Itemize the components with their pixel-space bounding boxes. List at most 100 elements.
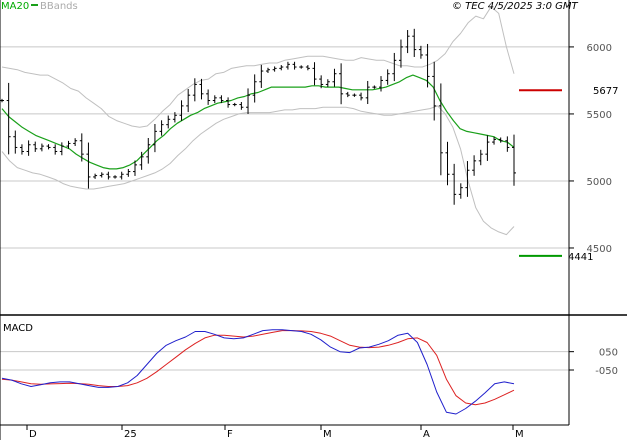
price-bar: [512, 134, 516, 186]
bbands-lower-line: [1, 105, 515, 236]
x-tick-label: 25: [124, 429, 137, 440]
y-tick-label: 4500: [587, 244, 612, 255]
price-bar: [492, 136, 497, 145]
price-bar: [152, 123, 157, 153]
price-bar: [505, 136, 510, 152]
price-bar: [206, 89, 211, 105]
price-bar: [13, 130, 18, 154]
price-bar: [6, 82, 11, 155]
resistance-label: 5677: [593, 86, 618, 97]
price-panel: [0, 6, 516, 236]
price-bar: [53, 144, 58, 155]
price-bar: [19, 144, 24, 155]
price-bar: [345, 91, 350, 98]
price-bar: [99, 172, 104, 178]
price-bar: [332, 68, 337, 87]
y-tick-label: 6000: [587, 43, 612, 54]
price-bar: [418, 45, 423, 59]
macd-y-axis: 050 -050: [569, 348, 618, 377]
macd-panel: [1, 329, 515, 415]
price-bar: [445, 141, 450, 186]
price-bar: [232, 102, 237, 107]
price-bar: [385, 69, 390, 85]
price-bar: [478, 149, 483, 166]
price-bar: [86, 142, 91, 189]
price-bar: [139, 151, 144, 170]
price-bar: [292, 61, 297, 70]
price-bar: [172, 112, 177, 123]
macd-tick-label: -050: [595, 366, 618, 377]
price-bar: [392, 52, 397, 82]
price-bar: [398, 39, 403, 68]
price-bar: [93, 173, 98, 179]
bbands-legend: BBands: [40, 1, 78, 12]
price-bar: [252, 74, 257, 103]
price-bar: [73, 138, 78, 146]
price-bar: [179, 100, 184, 121]
ma20-legend: MA20: [1, 1, 29, 12]
price-bar: [438, 83, 443, 176]
price-bar: [379, 76, 384, 92]
price-bar: [226, 97, 231, 108]
price-bar: [485, 135, 490, 161]
price-bar: [219, 95, 224, 104]
price-bar: [39, 143, 44, 152]
copyright-text: © TEC 4/5/2025 3:0 GMT: [452, 1, 579, 12]
price-bar: [359, 92, 364, 101]
price-bar: [59, 142, 64, 156]
x-axis: D 25 F M A M: [26, 425, 524, 440]
price-bar: [305, 65, 310, 71]
price-bar: [66, 140, 71, 149]
price-bar: [272, 66, 277, 72]
price-bar: [79, 133, 84, 162]
ma20-line: [1, 74, 515, 170]
macd-title: MACD: [3, 323, 33, 334]
x-tick-label: M: [323, 429, 332, 440]
price-bar: [299, 65, 304, 69]
price-bar: [33, 141, 38, 152]
y-tick-label: 5500: [587, 110, 612, 121]
price-bar: [186, 89, 191, 113]
signal-line: [1, 330, 515, 406]
price-bar: [319, 75, 324, 89]
price-bar: [352, 93, 357, 97]
price-bar: [239, 102, 244, 110]
x-tick-label: D: [29, 429, 37, 440]
price-bar: [279, 65, 284, 71]
macd-line: [1, 329, 515, 415]
macd-gridlines: [0, 351, 569, 371]
bbands-upper-line: [1, 6, 515, 128]
price-bar: [132, 160, 137, 176]
price-bar: [432, 61, 437, 121]
price-bar: [212, 95, 217, 104]
price-bar: [159, 120, 164, 136]
price-bar: [146, 137, 151, 164]
price-bar: [405, 30, 410, 54]
macd-tick-label: 050: [599, 348, 618, 359]
price-bar: [46, 144, 51, 150]
price-bar: [465, 161, 470, 197]
y-axis: 6000 5500 5000 4500: [569, 43, 612, 255]
price-bar: [458, 183, 463, 199]
price-bar: [472, 155, 477, 176]
x-tick-label: A: [423, 429, 430, 440]
price-bar: [265, 67, 270, 73]
price-bar: [452, 163, 457, 205]
price-bar: [339, 63, 344, 105]
price-bar: [26, 140, 31, 156]
price-bar: [365, 80, 370, 105]
price-bar: [425, 43, 430, 88]
level-lines: 5677 4441: [519, 86, 618, 263]
price-bar: [166, 115, 171, 129]
price-bar: [498, 137, 503, 143]
price-bar: [312, 62, 317, 86]
price-bar: [126, 169, 131, 177]
price-bar: [119, 171, 124, 180]
y-tick-label: 5000: [587, 177, 612, 188]
price-bar: [285, 61, 290, 70]
x-tick-label: M: [515, 429, 524, 440]
price-bar: [106, 171, 111, 180]
x-tick-label: F: [227, 429, 233, 440]
